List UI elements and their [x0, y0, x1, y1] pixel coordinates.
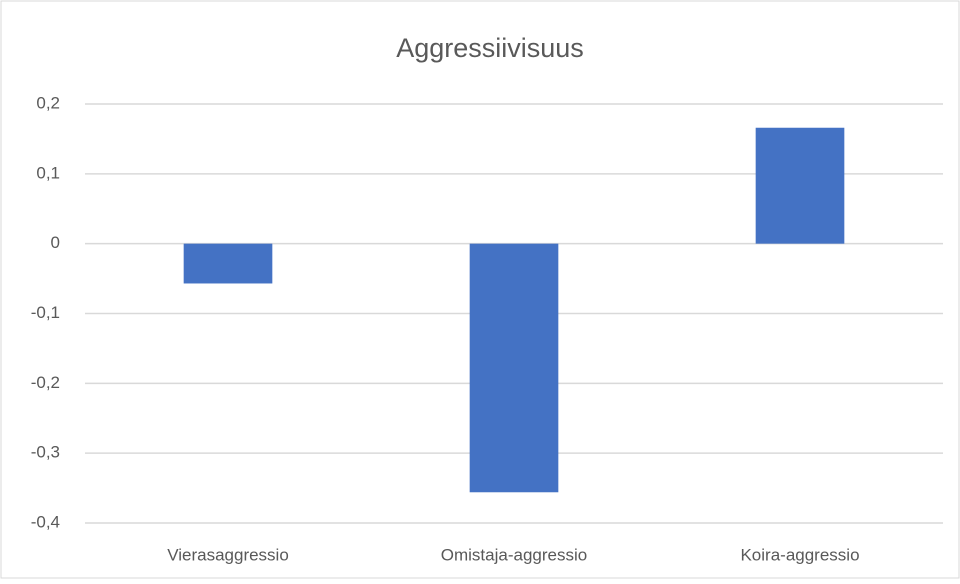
- bar: [183, 243, 273, 284]
- bar: [469, 243, 559, 493]
- y-tick-label: 0: [51, 233, 60, 252]
- chart-title: Aggressiivisuus: [396, 33, 584, 63]
- x-tick-label: Omistaja-aggressio: [441, 545, 587, 564]
- y-tick-label: -0,1: [31, 303, 60, 322]
- y-tick-label: 0,1: [36, 163, 60, 182]
- bar: [755, 127, 845, 244]
- x-tick-label: Koira-aggressio: [740, 545, 859, 564]
- y-tick-label: -0,3: [31, 443, 60, 462]
- y-tick-label: -0,2: [31, 373, 60, 392]
- y-tick-label: 0,2: [36, 93, 60, 112]
- y-tick-label: -0,4: [31, 512, 60, 531]
- x-tick-label: Vierasaggressio: [167, 545, 289, 564]
